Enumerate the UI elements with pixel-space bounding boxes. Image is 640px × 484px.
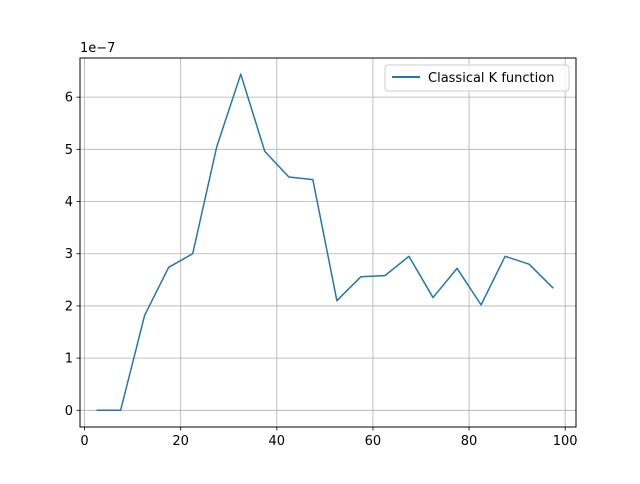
data-point [504,255,506,257]
y-tick-label: 2 [65,299,73,314]
series-line [96,73,554,412]
legend: Classical K function [384,64,570,92]
y-tick-label: 6 [65,91,73,106]
data-point [167,266,169,268]
data-point [312,178,314,180]
y-tick-label: 4 [65,195,73,210]
x-tick-label: 60 [365,434,382,449]
data-point [360,275,362,277]
data-point [432,296,434,298]
x-tick-label: 40 [269,434,286,449]
data-point [384,274,386,276]
data-point [288,176,290,178]
series-layer [95,73,554,412]
data-point [264,150,266,152]
x-tick-label: 100 [553,434,578,449]
x-tick-label: 20 [172,434,189,449]
data-point [528,263,530,265]
data-point [336,299,338,301]
y-tick-label: 3 [65,247,73,262]
x-tick-label: 0 [80,434,88,449]
data-point [119,409,121,411]
data-point [408,255,410,257]
data-point [192,253,194,255]
data-point [456,267,458,269]
data-point [143,314,145,316]
data-point [95,409,97,411]
data-point [216,146,218,148]
legend-frame [384,64,570,92]
y-axis: 0 1 2 3 4 5 6 [65,91,80,419]
y-scale-offset-label: 1e−7 [80,41,115,56]
y-tick-label: 1 [65,352,73,367]
axes-frame [79,57,577,428]
data-point [240,73,242,75]
grid [80,58,576,427]
legend-entry-label: Classical K function [428,71,554,86]
x-axis: 0 20 40 60 80 100 [80,427,578,449]
x-tick-label: 80 [461,434,478,449]
data-point [552,287,554,289]
y-tick-label: 0 [65,404,73,419]
y-tick-label: 5 [65,143,73,158]
data-point [480,304,482,306]
